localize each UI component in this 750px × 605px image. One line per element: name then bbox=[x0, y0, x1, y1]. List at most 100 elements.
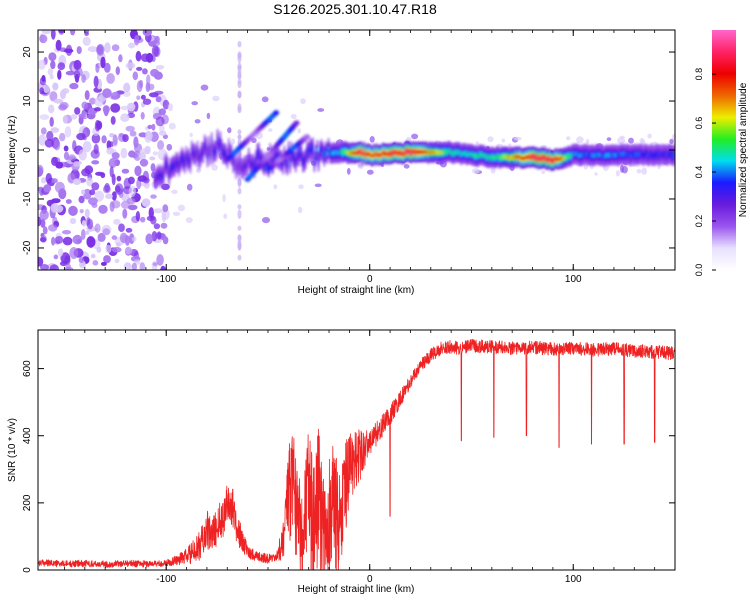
noise-blob bbox=[266, 147, 270, 151]
noise-blob bbox=[73, 161, 80, 167]
noise-blob bbox=[111, 191, 117, 201]
ridge-cell bbox=[295, 160, 297, 164]
ridge-cell bbox=[323, 154, 326, 158]
noise-blob bbox=[65, 44, 73, 56]
ridge-cell bbox=[315, 153, 317, 157]
ridge-cell bbox=[255, 158, 257, 163]
noise-blob bbox=[142, 98, 152, 105]
noise-blob bbox=[65, 70, 75, 76]
ridge-cell bbox=[532, 154, 535, 159]
ridge-cell bbox=[285, 161, 287, 165]
ridge-cell bbox=[344, 150, 347, 154]
noise-blob bbox=[38, 134, 47, 146]
noise-blob bbox=[346, 168, 351, 175]
noise-blob bbox=[78, 149, 87, 161]
ridge-cell bbox=[383, 151, 385, 156]
ridge-cell bbox=[554, 157, 556, 161]
ridge-cell bbox=[303, 159, 306, 163]
ridge-cell bbox=[659, 153, 662, 157]
noise-blob bbox=[606, 137, 612, 142]
ridge-cell bbox=[367, 152, 370, 157]
ridge-cell bbox=[655, 152, 658, 157]
noise-blob bbox=[141, 198, 151, 207]
ridge-cell bbox=[178, 164, 180, 168]
ridge-cell bbox=[609, 153, 612, 157]
ridge-cell bbox=[604, 154, 606, 158]
ridge-cell bbox=[487, 156, 489, 160]
ridge-cell bbox=[498, 156, 501, 161]
ridge-cell bbox=[387, 152, 390, 157]
ridge-cell bbox=[406, 149, 408, 154]
ridge-cell bbox=[494, 156, 497, 160]
noise-blob bbox=[81, 74, 86, 83]
ridge-cell bbox=[347, 151, 350, 155]
ridge-cell bbox=[484, 154, 487, 159]
ridge-cell bbox=[629, 154, 632, 158]
ridge-cell bbox=[535, 155, 538, 160]
ridge-cell bbox=[541, 156, 544, 160]
ridge-cell bbox=[627, 152, 629, 157]
ridge-cell bbox=[538, 156, 541, 160]
ridge-cell bbox=[259, 157, 261, 162]
noise-blob bbox=[153, 40, 161, 47]
ridge-cell bbox=[591, 153, 593, 157]
noise-blob bbox=[89, 189, 96, 196]
noise-blob bbox=[91, 133, 101, 144]
noise-blob bbox=[114, 258, 120, 264]
noise-blob bbox=[120, 105, 130, 111]
colorbar: 0.0 0.2 0.4 0.6 0.8 Normalized spectral ampl… bbox=[694, 30, 749, 276]
ridge-cell bbox=[493, 155, 495, 160]
noise-blob bbox=[59, 47, 67, 52]
ridge-cell bbox=[423, 150, 425, 154]
noise-blob bbox=[88, 197, 98, 206]
ridge-cell bbox=[377, 153, 380, 158]
ridge-cell bbox=[372, 154, 374, 158]
noise-blob bbox=[153, 71, 163, 80]
ridge-cell bbox=[471, 152, 474, 157]
noise-blob bbox=[84, 31, 89, 36]
ridge-cell bbox=[172, 163, 175, 168]
ridge-cell bbox=[530, 155, 532, 160]
noise-blob bbox=[617, 137, 625, 145]
ridge-cell bbox=[191, 149, 193, 153]
ridge-cell bbox=[306, 149, 308, 153]
noise-blob bbox=[127, 102, 136, 112]
ridge-cell bbox=[353, 151, 355, 155]
ridge-cell bbox=[366, 151, 368, 156]
x-tick-label: 100 bbox=[565, 274, 582, 285]
noise-blob bbox=[50, 203, 59, 213]
noise-blob bbox=[39, 87, 45, 95]
ridge-cell bbox=[624, 153, 626, 157]
noise-streak bbox=[237, 41, 242, 48]
ridge-cell bbox=[622, 152, 625, 156]
ridge-cell bbox=[601, 154, 603, 158]
ridge-cell bbox=[246, 162, 249, 167]
ridge-cell bbox=[557, 157, 559, 162]
snr-x-ticks: -100 0 100 bbox=[64, 330, 676, 585]
noise-blob bbox=[127, 204, 138, 211]
noise-blob bbox=[96, 246, 102, 253]
ridge-cell bbox=[661, 152, 663, 157]
noise-blob bbox=[114, 183, 124, 195]
ridge-cell bbox=[411, 150, 414, 154]
noise-blob bbox=[145, 131, 153, 141]
ridge-cell bbox=[572, 152, 575, 156]
ridge-cell bbox=[389, 151, 391, 156]
noise-blob bbox=[97, 232, 106, 242]
noise-blob bbox=[46, 130, 54, 141]
ridge-cell bbox=[182, 158, 185, 162]
ridge-cell bbox=[646, 153, 649, 158]
noise-blob bbox=[110, 103, 121, 113]
noise-blob bbox=[153, 208, 163, 214]
noise-blob bbox=[147, 124, 153, 129]
noise-blob bbox=[50, 30, 56, 40]
noise-blob bbox=[150, 194, 157, 199]
ridge-cell bbox=[669, 152, 672, 156]
ridge-cell bbox=[236, 162, 239, 166]
noise-blob bbox=[116, 175, 122, 182]
noise-blob bbox=[133, 35, 140, 46]
ridge-cell bbox=[245, 164, 247, 168]
ridge-cell bbox=[584, 152, 586, 156]
noise-blob bbox=[167, 103, 173, 112]
noise-blob bbox=[39, 114, 50, 120]
